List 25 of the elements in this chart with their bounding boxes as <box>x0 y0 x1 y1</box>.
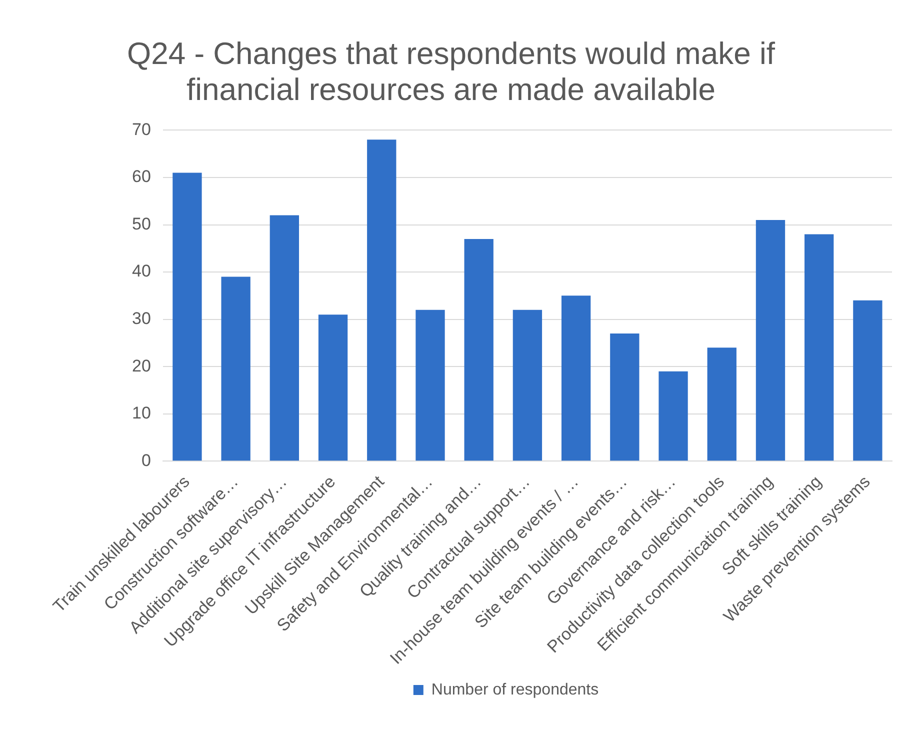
bar <box>512 310 542 461</box>
y-tick-label: 20 <box>132 356 151 376</box>
y-tick-label: 70 <box>132 120 151 139</box>
bar <box>318 314 348 461</box>
bar <box>707 348 736 461</box>
bar <box>172 172 202 461</box>
bar <box>416 310 445 461</box>
bar <box>610 334 640 461</box>
bar <box>756 220 786 461</box>
bar <box>367 140 396 461</box>
bar <box>804 234 834 461</box>
chart-title: Q24 - Changes that respondents would make if financial resources are made available <box>126 36 776 108</box>
y-tick-label: 30 <box>132 309 151 328</box>
bar <box>853 300 882 461</box>
y-tick-label: 0 <box>141 450 151 470</box>
legend-label: Number of respondents <box>431 681 599 698</box>
bar <box>221 276 250 461</box>
y-tick-label: 50 <box>132 214 151 234</box>
bar <box>561 296 591 461</box>
bar <box>658 371 688 461</box>
y-tick-label: 10 <box>132 404 151 423</box>
bar <box>464 238 494 461</box>
bar <box>270 215 300 461</box>
y-tick-label: 60 <box>132 167 151 186</box>
y-tick-label: 40 <box>132 262 151 281</box>
